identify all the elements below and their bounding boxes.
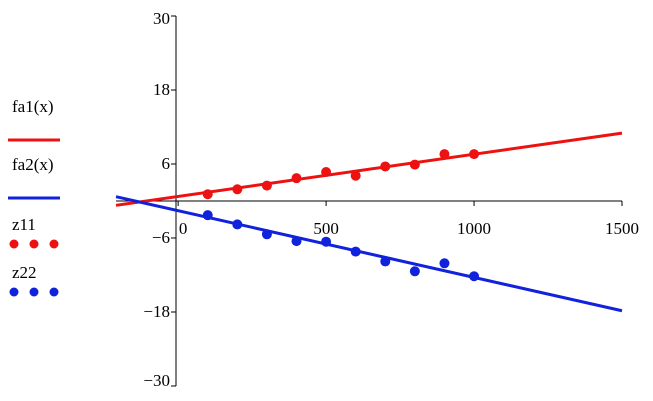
data-point-z11 (409, 159, 420, 170)
data-point-z22 (232, 219, 243, 230)
y-tick-label: −6 (152, 228, 170, 247)
data-point-z11 (439, 149, 450, 160)
legend-swatch-dot (29, 239, 39, 249)
x-tick-label: 0 (179, 219, 188, 238)
data-point-z22 (439, 258, 450, 269)
legend-label-fa1x: fa1(x) (12, 97, 54, 116)
legend-swatch-dot (49, 287, 59, 297)
y-tick-label: −30 (143, 371, 170, 390)
data-point-z22 (261, 229, 272, 240)
y-tick-label: 30 (153, 9, 170, 28)
axes: 30 18 6 −6 −18 −30 0 500 1000 1500 (116, 9, 639, 390)
data-point-z22 (409, 266, 420, 277)
legend-swatch-dot (9, 239, 19, 249)
data-point-z22 (350, 246, 361, 257)
legend-label-z11: z11 (12, 215, 36, 234)
x-tick-label: 1500 (605, 219, 639, 238)
legend-swatch-dot (29, 287, 39, 297)
data-point-z11 (380, 161, 391, 172)
data-point-z22 (202, 210, 213, 221)
series-layer (115, 131, 623, 313)
data-point-z22 (291, 236, 302, 247)
data-point-z11 (321, 167, 332, 178)
y-tick-label: 6 (162, 154, 171, 173)
data-point-z11 (261, 180, 272, 191)
legend-swatch-dot (49, 239, 59, 249)
data-point-z11 (232, 184, 243, 195)
legend-label-fa2x: fa2(x) (12, 155, 54, 174)
data-point-z11 (350, 170, 361, 181)
x-tick-label: 1000 (457, 219, 491, 238)
y-tick-label: −18 (143, 302, 170, 321)
series-line-fa2x (115, 195, 623, 313)
series-line-fa1x (115, 131, 623, 207)
legend-swatch-dot (9, 287, 19, 297)
data-point-z11 (291, 173, 302, 184)
data-point-z11 (202, 189, 213, 200)
data-point-z22 (469, 271, 480, 282)
x-tick-label: 500 (313, 219, 339, 238)
legend-label-z22: z22 (12, 263, 37, 282)
data-point-z22 (321, 236, 332, 247)
y-tick-label: 18 (153, 80, 170, 99)
legend: fa1(x) fa2(x) z11 z22 (8, 97, 60, 297)
data-point-z22 (380, 256, 391, 267)
data-point-z11 (469, 149, 480, 160)
